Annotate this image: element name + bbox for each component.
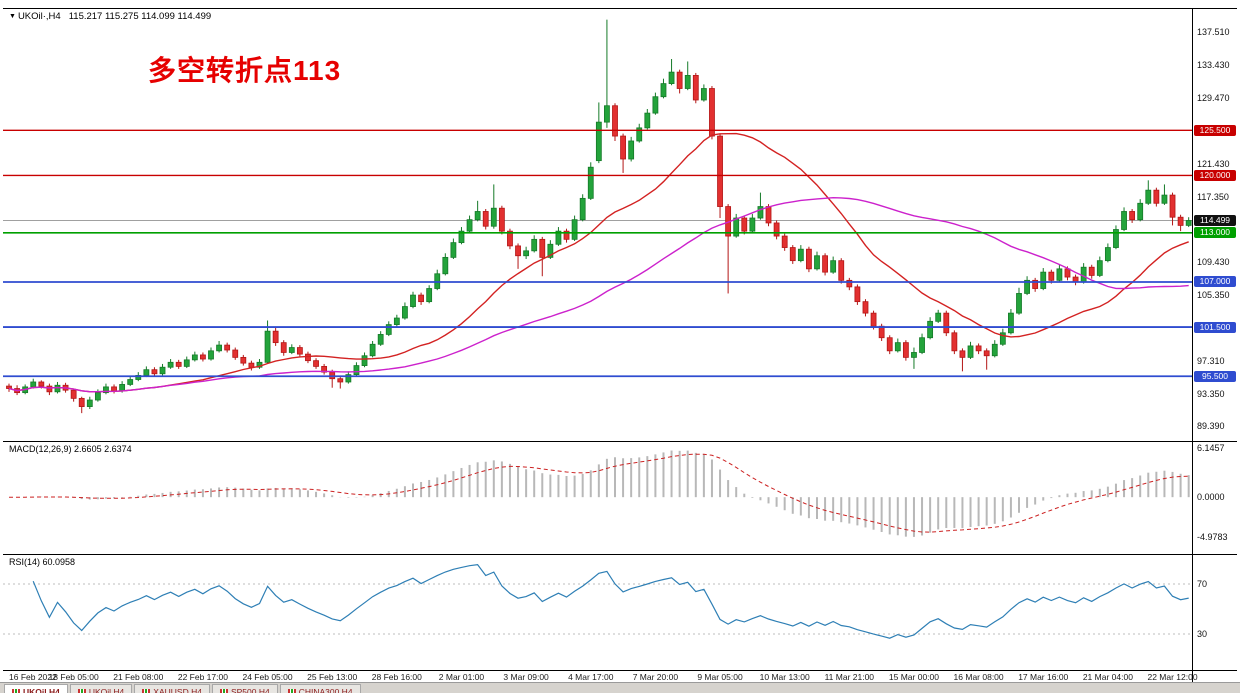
chart-tab-bar: UKOil,H4 UKOil,H4 XAUUSD,H4 SP500,H4 CHINA30…	[0, 682, 1240, 693]
collapse-triangle-icon[interactable]: ▼	[9, 13, 16, 20]
rsi-axis-label: 30	[1197, 629, 1208, 639]
price-tick-label: 129.470	[1197, 92, 1230, 103]
macd-axis-label: 0.0000	[1197, 492, 1225, 503]
macd-header: MACD(12,26,9) 2.6605 2.6374	[9, 444, 132, 454]
panel-divider[interactable]	[3, 554, 1237, 555]
time-tick-label: 11 Mar 21:00	[824, 672, 875, 682]
chart-tab-label: UKOil,H4	[88, 687, 125, 693]
price-axis[interactable]: 137.510 133.430 129.470 121.430 117.350 109.4…	[1193, 9, 1237, 683]
chart-window[interactable]: ▼ UKOil·,H4 115.217 115.275 114.099 114.49…	[3, 8, 1237, 684]
rsi-indicator-chart[interactable]	[3, 555, 1192, 670]
mini-chart-icon	[287, 688, 296, 693]
time-tick-label: 21 Feb 08:00	[113, 672, 164, 682]
time-tick-label: 15 Mar 00:00	[888, 672, 939, 682]
current-price-badge: 114.499	[1194, 214, 1236, 226]
chart-tab-label: XAUUSD,H4	[153, 687, 202, 693]
time-tick-label: 18 Feb 05:00	[48, 672, 99, 682]
price-line-badge: 120.000	[1194, 169, 1236, 181]
chart-tab[interactable]: CHINA300,H4	[279, 684, 361, 693]
price-line-badge: 101.500	[1194, 321, 1236, 333]
macd-indicator-chart[interactable]	[3, 442, 1192, 554]
macd-label: MACD(12,26,9)	[9, 444, 72, 454]
price-line-badge: 107.000	[1194, 276, 1236, 288]
time-tick-label: 21 Mar 04:00	[1082, 672, 1133, 682]
rsi-value: 60.0958	[42, 557, 76, 567]
mini-chart-icon	[142, 688, 151, 693]
price-line-badge: 95.500	[1194, 370, 1236, 382]
time-tick-label: 16 Feb 2022	[9, 672, 57, 682]
time-tick-label: 22 Feb 17:00	[177, 672, 228, 682]
mini-chart-icon	[219, 688, 228, 693]
price-tick-label: 93.350	[1197, 388, 1225, 399]
ohlc-values: 115.217 115.275 114.099 114.499	[68, 11, 212, 22]
panel-divider[interactable]	[3, 441, 1237, 442]
time-tick-label: 9 Mar 05:00	[697, 672, 743, 682]
price-tick-label: 117.350	[1197, 192, 1229, 203]
chart-tab[interactable]: UKOil,H4	[4, 684, 68, 693]
price-line-badge: 125.500	[1194, 124, 1236, 136]
mini-chart-icon	[12, 688, 20, 693]
macd-axis-label: -4.9783	[1197, 532, 1228, 542]
price-tick-label: 89.390	[1197, 421, 1225, 432]
rsi-axis-label: 70	[1197, 579, 1208, 589]
time-tick-label: 4 Mar 17:00	[568, 672, 614, 682]
ma-slow-line	[8, 196, 1189, 393]
rsi-line	[32, 563, 1189, 639]
price-tick-label: 97.310	[1197, 356, 1225, 367]
time-tick-label: 7 Mar 20:00	[632, 672, 679, 682]
time-tick-label: 24 Feb 05:00	[242, 672, 293, 682]
time-tick-label: 22 Mar 12:00	[1147, 672, 1198, 682]
chart-annotation-text[interactable]: 多空转折点113	[148, 55, 342, 86]
rsi-label: RSI(14)	[9, 557, 41, 567]
macd-axis-label: 6.1457	[1197, 443, 1225, 453]
time-tick-label: 10 Mar 13:00	[759, 672, 810, 682]
ma-fast-line	[8, 132, 1189, 393]
macd-signal-line	[9, 453, 1189, 533]
axis-separator-line	[1192, 9, 1193, 683]
price-tick-label: 137.510	[1197, 26, 1230, 37]
chart-tab[interactable]: UKOil,H4	[69, 684, 133, 693]
time-tick-label: 2 Mar 01:00	[438, 672, 485, 682]
price-tick-label: 121.430	[1197, 158, 1230, 169]
macd-values: 2.6605 2.6374	[74, 444, 132, 454]
chart-title: ▼ UKOil·,H4 115.217 115.275 114.099 114.49…	[9, 11, 211, 22]
price-tick-label: 105.350	[1197, 290, 1230, 301]
mini-chart-icon	[77, 688, 86, 693]
time-tick-label: 3 Mar 09:00	[503, 672, 549, 682]
time-tick-label: 28 Feb 16:00	[371, 672, 422, 682]
time-tick-label: 25 Feb 13:00	[307, 672, 358, 682]
chart-tab-label: UKOil,H4	[23, 687, 60, 693]
chart-tab[interactable]: SP500,H4	[211, 684, 278, 693]
time-tick-label: 16 Mar 08:00	[953, 672, 1004, 682]
price-tick-label: 133.430	[1197, 60, 1230, 71]
time-tick-label: 17 Mar 16:00	[1018, 672, 1069, 682]
rsi-header: RSI(14) 60.0958	[9, 557, 75, 567]
chart-tab-label: CHINA300,H4	[298, 687, 353, 693]
symbol-period-label: UKOil·,H4	[17, 11, 61, 22]
panel-divider	[3, 670, 1237, 671]
price-tick-label: 109.430	[1197, 257, 1230, 268]
time-axis[interactable]: 16 Feb 2022 18 Feb 05:00 21 Feb 08:00 22 Fe…	[3, 671, 1198, 684]
main-price-chart[interactable]	[3, 9, 1192, 441]
chart-tab-label: SP500,H4	[230, 687, 270, 693]
price-line-badge: 113.000	[1194, 227, 1236, 239]
chart-tab[interactable]: XAUUSD,H4	[134, 684, 210, 693]
